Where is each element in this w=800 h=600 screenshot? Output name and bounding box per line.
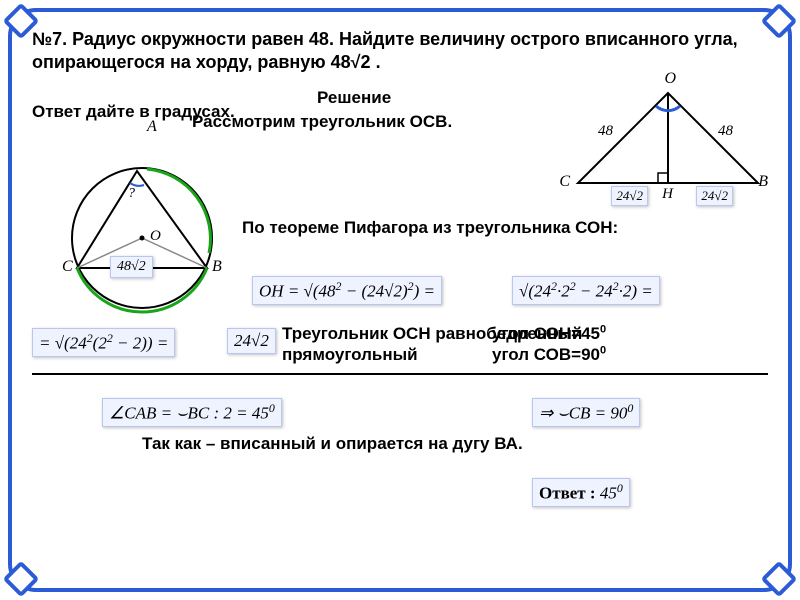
formula-oh-2: √(242·22 − 242·2) = <box>512 276 660 305</box>
conclusion-text: Так как – вписанный и опирается на дугу … <box>142 433 523 454</box>
angle-question: ? <box>128 186 135 202</box>
tri-C: С <box>559 173 570 191</box>
step2-text: По теореме Пифагора из треугольника СОН: <box>242 218 618 238</box>
formula-cab: ∠CAB = ⌣BC : 2 = 450 <box>102 398 282 427</box>
vertex-B: B <box>212 258 222 276</box>
formula-cb: ⇒ ⌣CB = 900 <box>532 398 640 427</box>
vertex-C: C <box>62 258 73 276</box>
tri-O: О <box>664 70 676 88</box>
side-OC: 48 <box>598 123 613 140</box>
center-O: O <box>150 228 161 245</box>
formula-oh-3: = √(242(22 − 2)) = <box>32 328 175 357</box>
formula-oh-4: 24√2 <box>227 328 276 354</box>
half-CH: 24√2 <box>611 186 648 206</box>
tri-B: В <box>758 173 768 191</box>
chord-label-box: 48√2 <box>110 256 153 278</box>
side-OB: 48 <box>718 123 733 140</box>
answer-box: Ответ : 450 <box>532 478 630 507</box>
slide-content: №7. Радиус окружности равен 48. Найдите … <box>32 28 768 572</box>
angle-results: угол СОН=450 угол СОВ=900 <box>492 323 606 366</box>
circle-diagram <box>22 123 242 323</box>
formula-oh-1: OH = √(482 − (24√2)2) = <box>252 276 442 305</box>
divider <box>32 373 768 375</box>
half-HB: 24√2 <box>696 186 733 206</box>
solve-label: Решение <box>317 88 391 108</box>
problem-title: №7. Радиус окружности равен 48. Найдите … <box>32 28 768 75</box>
tri-H: Н <box>662 186 673 203</box>
vertex-A: A <box>147 118 157 136</box>
